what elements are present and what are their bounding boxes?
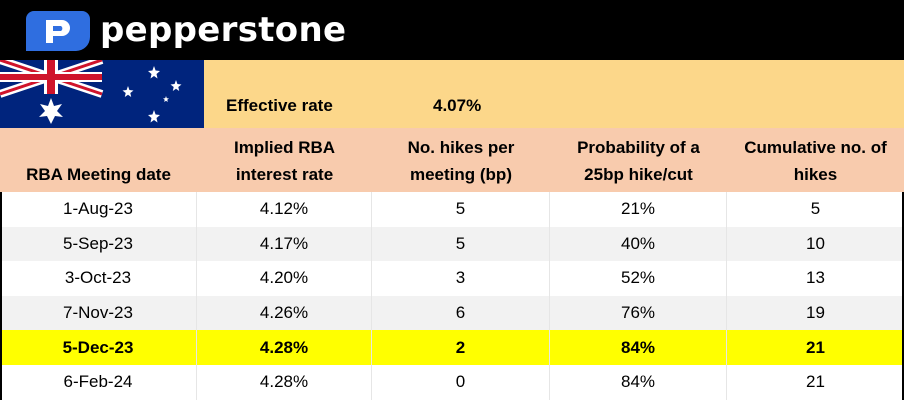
table-row: 5-Sep-23 4.17% 5 40% 10 [0,226,904,262]
cell-probability: 84% [550,364,727,400]
cell-cumulative: 5 [810,199,821,219]
cell-probability: 76% [550,295,727,331]
cell-hikes: 5 [372,226,550,262]
cell-probability: 52% [550,261,727,296]
cell-hikes: 2 [372,330,550,365]
cell-cumulative: 13 [806,268,825,288]
cell-date: 3-Oct-23 [0,261,197,296]
cell-hikes: 5 [372,192,550,227]
table-body: 1-Aug-23 4.12% 5 21% 5 5-Sep-23 4.17% 5 … [0,192,904,400]
cell-rate: 4.20% [197,261,372,296]
table-row: 7-Nov-23 4.26% 6 76% 19 [0,295,904,331]
cell-date: 7-Nov-23 [0,295,197,331]
brand-name: pepperstone [100,10,347,50]
cell-hikes: 0 [372,364,550,400]
cell-cumulative: 21 [806,337,825,357]
cell-probability: 21% [550,192,727,227]
cell-rate: 4.17% [197,226,372,262]
cell-rate: 4.26% [197,295,372,331]
cell-cumulative: 21 [806,372,825,392]
cell-date: 5-Sep-23 [0,226,197,262]
column-header-cumulative-hikes: Cumulative no. of hikes [744,138,887,184]
column-header-meeting-date: RBA Meeting date [26,165,171,184]
table-row: 6-Feb-24 4.28% 0 84% 21 [0,364,904,400]
cell-probability: 84% [550,330,727,365]
cell-rate: 4.28% [197,364,372,400]
australia-flag-icon [0,60,204,128]
cell-cumulative: 19 [806,303,825,323]
table-row: 1-Aug-23 4.12% 5 21% 5 [0,192,904,227]
effective-rate-value: 4.07% [433,96,482,115]
effective-rate-band [204,60,904,128]
cell-cumulative: 10 [806,233,825,253]
effective-rate-label: Effective rate [226,96,333,115]
table-frame-left [0,192,2,400]
cell-probability: 40% [550,226,727,262]
cell-date: 6-Feb-24 [0,364,197,400]
table-frame-right [902,192,904,400]
cell-hikes: 6 [372,295,550,331]
cell-date: 1-Aug-23 [0,192,197,227]
column-header-probability: Probability of a 25bp hike/cut [577,138,700,184]
cell-date: 5-Dec-23 [0,330,197,365]
pepperstone-logo-icon [26,11,90,51]
cell-rate: 4.12% [197,192,372,227]
table-row-highlighted: 5-Dec-23 4.28% 2 84% 21 [0,330,904,365]
column-header-implied-rate: Implied RBA interest rate [233,138,336,184]
cell-hikes: 3 [372,261,550,296]
cell-rate: 4.28% [197,330,372,365]
brand-bar: pepperstone [0,0,904,60]
table-header: RBA Meeting date Implied RBA interest rat… [0,128,904,192]
column-header-hikes-per-meeting: No. hikes per meeting (bp) [407,138,515,184]
table-row: 3-Oct-23 4.20% 3 52% 13 [0,261,904,296]
